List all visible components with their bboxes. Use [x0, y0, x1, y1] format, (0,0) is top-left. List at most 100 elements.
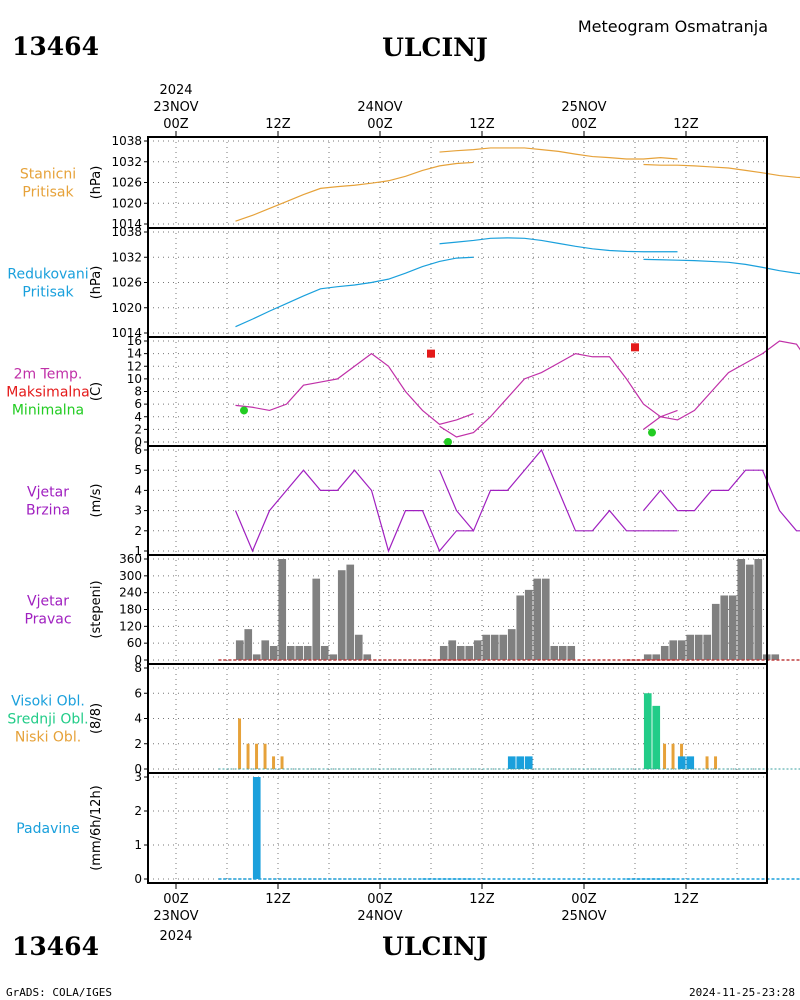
- cloud-bar-low: [671, 743, 675, 769]
- panel-label: 2m Temp.: [14, 367, 83, 383]
- bar: [754, 559, 763, 660]
- panel-5: 0 2 4 6 8 Visoki Obl. Srednji Obl. Niski Obl. (8…: [7, 661, 800, 776]
- panel-frame: [147, 445, 768, 556]
- bar: [337, 570, 346, 660]
- panel-label: Vjetar: [27, 594, 69, 610]
- bar: [507, 629, 516, 660]
- series-line: [439, 352, 678, 438]
- ytick-label: 10: [127, 372, 142, 386]
- cloud-bar-mid: [643, 693, 652, 769]
- cloud-bar-low: [255, 743, 259, 769]
- series-line: [643, 163, 800, 179]
- ytick-label: 0: [134, 653, 142, 667]
- credit-text: GrADS: COLA/IGES: [6, 986, 112, 999]
- panel-frame: [147, 227, 768, 338]
- unit-label: (C): [89, 382, 104, 401]
- bar: [269, 645, 278, 660]
- date-label-top: 23NOV: [153, 100, 198, 115]
- ytick-label: 1: [134, 544, 142, 558]
- panel-label: Niski Obl.: [15, 730, 81, 746]
- ytick-label: 3: [134, 504, 142, 518]
- bar: [686, 634, 695, 660]
- bar: [550, 645, 559, 660]
- series-line: [643, 469, 800, 532]
- bar: [448, 640, 457, 660]
- panel-frame: [147, 336, 768, 447]
- date-label-bottom: 25NOV: [561, 909, 606, 924]
- ytick-label: 1014: [111, 326, 142, 340]
- station-name-top: ULCINJ: [382, 33, 488, 62]
- date-label-top: 25NOV: [561, 100, 606, 115]
- bar: [286, 645, 295, 660]
- bar: [499, 634, 508, 660]
- panel-frame: [147, 772, 768, 884]
- unit-label: (stepeni): [89, 580, 104, 638]
- panel-label: Pritisak: [22, 285, 74, 301]
- panel-label: Stanicni: [20, 167, 76, 183]
- ytick-label: 6: [134, 397, 142, 411]
- ytick-label: 120: [119, 619, 142, 633]
- cloud-bar-high: [686, 756, 695, 769]
- ytick-label: 8: [134, 385, 142, 399]
- panel-label: Brzina: [26, 503, 70, 519]
- bar: [490, 634, 499, 660]
- bar: [694, 634, 703, 660]
- bar: [677, 640, 686, 660]
- ytick-label: 4: [134, 410, 142, 424]
- series-line: [439, 147, 678, 160]
- unit-label: (hPa): [89, 266, 104, 300]
- cloud-bar-low: [663, 743, 667, 769]
- series-line: [438, 448, 678, 532]
- time-label-top: 00Z: [163, 117, 189, 132]
- bar: [771, 654, 780, 660]
- panel-3: 1 2 3 4 5 6 Vjetar Brzina (m/s): [26, 443, 800, 558]
- tmax-marker: [427, 349, 435, 358]
- series-line: [235, 352, 474, 425]
- ytick-label: 8: [134, 661, 142, 675]
- ytick-label: 360: [119, 552, 142, 566]
- ytick-label: 3: [134, 770, 142, 784]
- ytick-label: 5: [134, 463, 142, 477]
- date-label-top: 24NOV: [357, 100, 402, 115]
- bar: [703, 634, 712, 660]
- bar: [516, 595, 525, 660]
- cloud-bar-mid: [652, 705, 661, 769]
- ytick-label: 60: [127, 636, 142, 650]
- bar: [363, 654, 372, 660]
- time-label-bottom: 12Z: [469, 892, 495, 907]
- ytick-label: 300: [119, 569, 142, 583]
- time-label-bottom: 12Z: [673, 892, 699, 907]
- unit-label: (m/s): [89, 484, 104, 518]
- ytick-label: 1038: [111, 134, 142, 148]
- bar: [745, 564, 754, 660]
- bar: [473, 640, 482, 660]
- panel-label: Visoki Obl.: [11, 694, 85, 710]
- tmin-marker: [444, 438, 452, 446]
- time-label-bottom: 00Z: [367, 892, 393, 907]
- ytick-label: 1026: [111, 176, 142, 190]
- bar: [295, 645, 304, 660]
- ytick-label: 2: [134, 422, 142, 436]
- year-top: 2024: [159, 83, 192, 98]
- bar: [244, 629, 253, 660]
- product-title: Meteogram Osmatranja: [578, 17, 768, 36]
- time-label-bottom: 00Z: [571, 892, 597, 907]
- cloud-bar-low: [238, 718, 242, 769]
- tmin-marker: [648, 428, 656, 437]
- ytick-label: 180: [119, 603, 142, 617]
- bar: [541, 578, 550, 660]
- cloud-bar-low: [280, 756, 284, 769]
- ytick-label: 4: [134, 712, 142, 726]
- bar: [558, 645, 567, 660]
- ytick-label: 2: [134, 524, 142, 538]
- tmax-marker: [631, 343, 639, 352]
- bar: [533, 578, 542, 660]
- ytick-label: 1032: [111, 250, 142, 264]
- ytick-label: 1: [134, 838, 142, 852]
- bar: [524, 589, 533, 660]
- time-label-top: 12Z: [469, 117, 495, 132]
- panel-4: 0 60 120 180 240 300 360 Vjetar Pravac (stepeni): [24, 552, 800, 667]
- cloud-bar-low: [263, 743, 267, 769]
- series-line: [235, 161, 474, 222]
